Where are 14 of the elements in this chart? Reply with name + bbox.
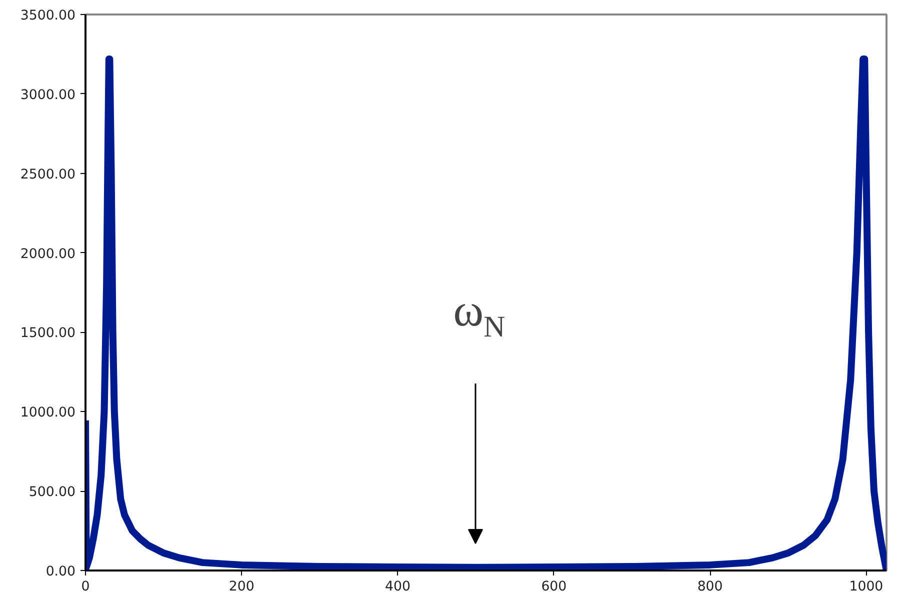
y-tick-label: 1000.00	[20, 406, 76, 421]
x-tick-label: 0	[81, 580, 90, 594]
y-tick-label: 3500.00	[20, 8, 76, 24]
y-tick-label: 3000.00	[20, 88, 76, 103]
y-tick-label: 2000.00	[20, 246, 76, 262]
x-tick-label: 800	[697, 580, 723, 594]
x-tick-label: 400	[385, 580, 411, 594]
y-tick-label: 1500.00	[20, 326, 76, 342]
x-tick-label: 600	[541, 580, 567, 594]
y-tick-label: 2500.00	[20, 167, 76, 182]
y-tick-label: 500.00	[28, 485, 76, 500]
y-tick-label: 0.00	[46, 564, 76, 580]
x-tick-label: 1000	[849, 580, 884, 594]
x-tick-label: 200	[228, 580, 254, 594]
